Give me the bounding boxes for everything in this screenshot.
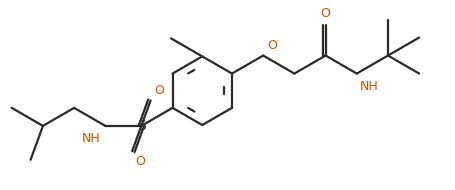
- Text: O: O: [154, 84, 163, 97]
- Text: S: S: [136, 119, 146, 133]
- Text: O: O: [135, 155, 145, 168]
- Text: O: O: [267, 39, 277, 52]
- Text: NH: NH: [81, 132, 100, 145]
- Text: O: O: [320, 7, 330, 20]
- Text: NH: NH: [359, 80, 378, 93]
